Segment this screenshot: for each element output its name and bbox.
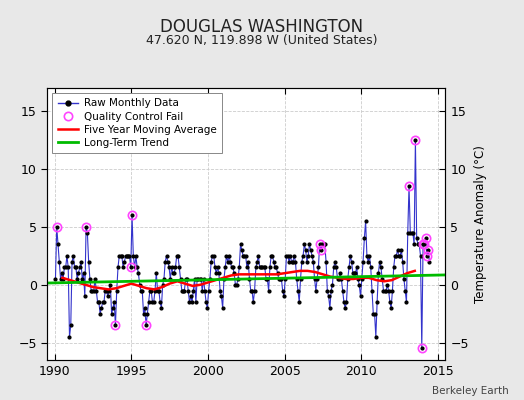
- Legend: Raw Monthly Data, Quality Control Fail, Five Year Moving Average, Long-Term Tren: Raw Monthly Data, Quality Control Fail, …: [52, 93, 222, 153]
- Text: DOUGLAS WASHINGTON: DOUGLAS WASHINGTON: [160, 18, 364, 36]
- Text: Berkeley Earth: Berkeley Earth: [432, 386, 508, 396]
- Y-axis label: Temperature Anomaly (°C): Temperature Anomaly (°C): [474, 145, 487, 303]
- Text: 47.620 N, 119.898 W (United States): 47.620 N, 119.898 W (United States): [146, 34, 378, 47]
